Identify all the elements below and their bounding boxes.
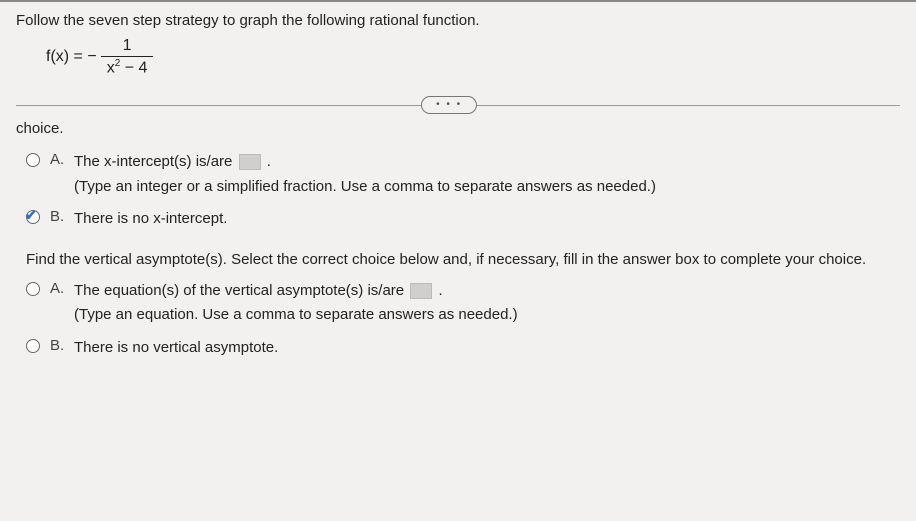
denominator: x2 − 4 [101, 56, 154, 77]
top-border [0, 0, 916, 2]
divider-wrap: • • • [16, 105, 900, 106]
option-letter: B. [50, 337, 74, 354]
q1-option-b[interactable]: B. There is no x-intercept. [26, 208, 900, 231]
q1b-text: There is no x-intercept. [74, 210, 227, 227]
option-letter: B. [50, 208, 74, 225]
q2a-text: The equation(s) of the vertical asymptot… [74, 282, 408, 299]
section-label: choice. [16, 120, 900, 137]
fraction: 1 x2 − 4 [101, 37, 154, 77]
q2b-text: There is no vertical asymptote. [74, 339, 278, 356]
q1a-hint: (Type an integer or a simplified fractio… [74, 176, 900, 199]
q2-option-b[interactable]: B. There is no vertical asymptote. [26, 337, 900, 360]
q2-option-a[interactable]: A. The equation(s) of the vertical asymp… [26, 280, 900, 327]
q1a-text: The x-intercept(s) is/are [74, 153, 237, 170]
expand-button[interactable]: • • • [421, 96, 477, 114]
numerator: 1 [117, 37, 138, 56]
q1-option-a[interactable]: A. The x-intercept(s) is/are . (Type an … [26, 151, 900, 198]
instruction-text: Follow the seven step strategy to graph … [16, 12, 900, 29]
radio-unchecked-icon[interactable] [26, 282, 40, 296]
den-var: x [107, 59, 115, 76]
radio-unchecked-icon[interactable] [26, 339, 40, 353]
option-letter: A. [50, 280, 74, 297]
answer-box[interactable] [239, 154, 261, 170]
formula: f(x) = − 1 x2 − 4 [46, 37, 900, 77]
option-letter: A. [50, 151, 74, 168]
den-tail: − 4 [120, 59, 147, 76]
q2a-hint: (Type an equation. Use a comma to separa… [74, 304, 900, 327]
radio-unchecked-icon[interactable] [26, 153, 40, 167]
q2-prompt: Find the vertical asymptote(s). Select t… [26, 249, 890, 270]
radio-checked-icon[interactable] [26, 210, 40, 224]
formula-lhs: f(x) = − [46, 48, 97, 66]
answer-box[interactable] [410, 283, 432, 299]
